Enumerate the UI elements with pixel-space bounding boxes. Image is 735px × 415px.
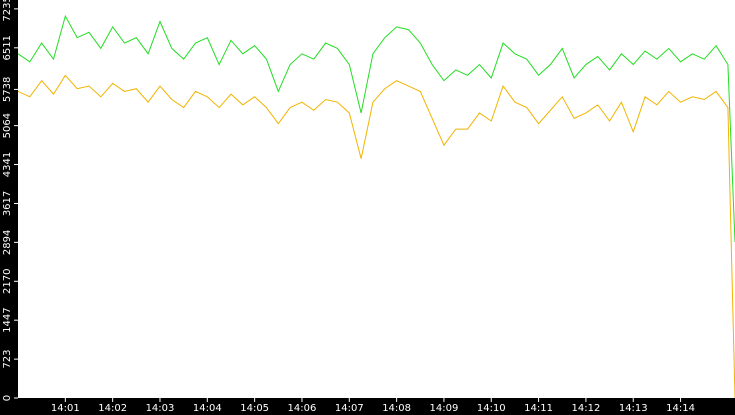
y-tick-label: 7235 xyxy=(2,0,13,22)
x-tick-label: 14:11 xyxy=(524,403,553,414)
x-tick-label: 14:13 xyxy=(619,403,648,414)
series-line xyxy=(17,14,735,243)
y-tick-label: 3617 xyxy=(2,191,13,216)
y-tick-label: 2894 xyxy=(2,230,13,255)
y-axis-band xyxy=(0,0,18,415)
y-tick-label: 1447 xyxy=(2,307,13,332)
x-tick-label: 14:12 xyxy=(572,403,601,414)
x-tick-label: 14:07 xyxy=(335,403,364,414)
x-tick-label: 14:05 xyxy=(240,403,269,414)
x-tick-label: 14:06 xyxy=(288,403,317,414)
x-tick-label: 14:02 xyxy=(98,403,127,414)
y-tick-label: 5738 xyxy=(2,77,13,102)
y-tick-label: 5064 xyxy=(2,113,13,138)
y-tick-label: 4341 xyxy=(2,152,13,177)
x-tick-label: 14:04 xyxy=(193,403,222,414)
x-tick-label: 14:09 xyxy=(430,403,459,414)
x-tick-label: 14:01 xyxy=(51,403,80,414)
x-axis-band xyxy=(0,398,735,415)
series-line xyxy=(17,74,735,399)
y-tick-label: 0 xyxy=(2,395,13,401)
x-tick-label: 14:14 xyxy=(666,403,695,414)
y-tick-label: 6511 xyxy=(2,35,13,60)
x-tick-label: 14:10 xyxy=(477,403,506,414)
x-tick-label: 14:03 xyxy=(146,403,175,414)
y-tick-label: 723 xyxy=(2,350,13,369)
y-tick-label: 2170 xyxy=(2,269,13,294)
x-tick-label: 14:08 xyxy=(382,403,411,414)
